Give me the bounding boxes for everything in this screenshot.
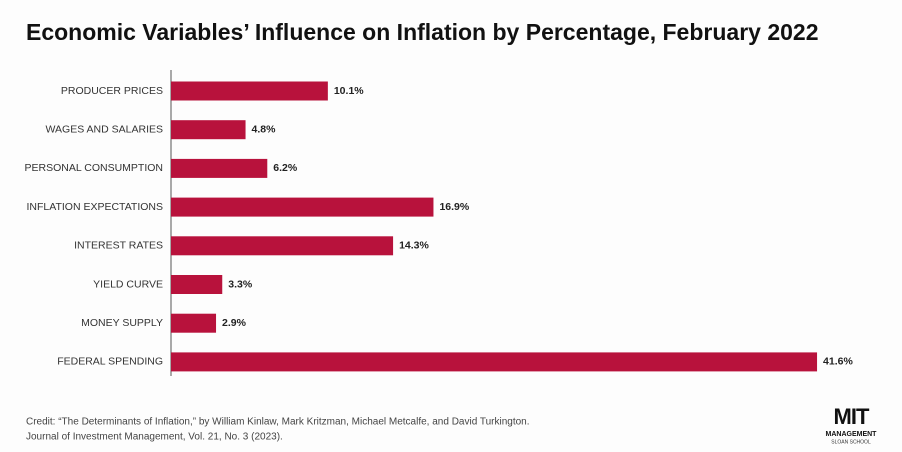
logo-text: MANAGEMENT xyxy=(826,431,878,438)
value-label: 6.2% xyxy=(273,162,298,174)
value-label: 10.1% xyxy=(334,85,364,97)
credit-line: Credit: “The Determinants of Inflation,”… xyxy=(26,417,530,428)
bar xyxy=(171,81,328,101)
category-label: PRODUCER PRICES xyxy=(61,85,163,97)
value-label: 2.9% xyxy=(222,317,247,329)
bar xyxy=(171,313,217,333)
value-label: 3.3% xyxy=(228,278,253,290)
bar xyxy=(171,275,223,294)
value-label: 16.9% xyxy=(439,201,469,213)
credit-line: Journal of Investment Management, Vol. 2… xyxy=(26,432,283,443)
category-label: INFLATION EXPECTATIONS xyxy=(26,201,163,213)
category-label: WAGES AND SALARIES xyxy=(46,123,163,135)
bar xyxy=(171,120,246,140)
category-label: FEDERAL SPENDING xyxy=(57,356,163,368)
category-label: MONEY SUPPLY xyxy=(81,317,163,329)
category-label: PERSONAL CONSUMPTION xyxy=(25,162,163,174)
category-label: INTEREST RATES xyxy=(74,240,163,252)
bar xyxy=(171,352,818,372)
logo-text: SLOAN SCHOOL xyxy=(831,439,871,445)
value-label: 4.8% xyxy=(252,123,277,135)
bar xyxy=(171,197,434,217)
bar xyxy=(171,236,394,256)
category-label: YIELD CURVE xyxy=(93,278,163,290)
value-label: 41.6% xyxy=(823,356,853,368)
logo-text: MIT xyxy=(834,404,870,429)
value-label: 14.3% xyxy=(399,240,429,252)
bar xyxy=(171,158,268,178)
chart-title: Economic Variables’ Influence on Inflati… xyxy=(26,19,819,45)
